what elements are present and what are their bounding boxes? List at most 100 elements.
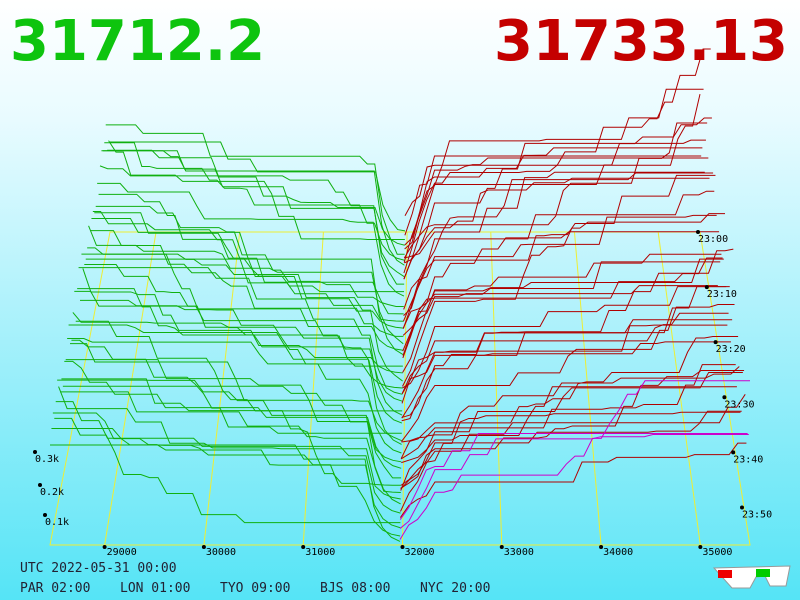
ask-depth [403,117,712,280]
ask-depth [401,364,736,443]
timezone: NYC 20:00 [420,581,490,596]
ask-depth [402,213,725,387]
tick-dot [599,545,604,549]
bid-depth [104,142,405,261]
tick-dot [102,545,107,549]
price-label: 34000 [603,547,633,558]
time-label: 23:00 [698,234,728,245]
tick-dot [696,230,700,234]
time-label: 23:40 [733,454,763,465]
tick-dot [33,450,37,454]
grid-line [302,231,324,546]
tick-dot [731,450,736,455]
price-label: 31000 [305,547,335,558]
price-label: 32000 [404,547,434,558]
ask-depth [399,432,748,520]
ask-depth [404,155,702,236]
utc-time: UTC 2022-05-31 00:00 [20,561,177,576]
bid-depth [62,385,402,479]
ask-depth [401,304,735,442]
bid-depth [97,182,405,297]
bid-depth [74,290,403,416]
bid-depth [99,165,405,285]
bid-depth [90,230,404,337]
bid-depth [65,359,402,463]
ask-depth [402,257,723,352]
ask-depth [404,93,701,216]
bid-depth [72,312,403,424]
tick-dot [722,395,727,400]
floor [49,231,751,546]
tick-dot [43,513,47,517]
bid-depth [60,391,401,494]
ask-depth [403,190,715,317]
ask-depth [400,366,740,460]
tick-dot [301,545,306,549]
ask-depth [403,172,714,310]
depth-label: 0.2k [40,487,64,498]
ask-depth [403,48,711,274]
ask-depth [402,261,721,356]
ask-depth [401,248,734,422]
ask-depth [404,171,705,259]
grid-line [657,231,701,546]
ask-depth [400,372,743,491]
timezone: BJS 08:00 [320,581,390,596]
bid-depth [95,205,404,308]
ask-depth [399,434,749,529]
ask-depth [399,380,750,540]
bid-depth [78,267,403,395]
bid-depth [80,299,403,389]
time-label: 23:30 [724,399,754,410]
tick-dot [499,545,504,549]
price-label: 30000 [206,547,236,558]
bid-depth [58,386,401,500]
ask-depth [401,386,737,464]
price-label: 29000 [107,547,137,558]
ask-depth [400,336,739,459]
bid-depth [70,343,402,442]
bid-depth [105,124,405,255]
bid-depth [85,258,404,356]
bid-depth [61,378,401,486]
depth-label: 0.1k [45,517,69,528]
bid-depth [91,217,404,329]
ask-depth [400,411,741,486]
price-label: 33000 [504,547,534,558]
time-label: 23:10 [707,289,737,300]
bid-depth [67,338,402,454]
bid-depth [110,141,406,232]
bid-depth [107,149,405,246]
timezone: LON 01:00 [120,581,190,596]
ask-depth [402,285,718,336]
bid-depth [84,264,403,367]
ask-depth [402,286,727,389]
bid-depth [54,417,401,524]
ask-depth [404,88,704,250]
timezone: TYO 09:00 [220,581,290,596]
ask-depth [403,157,709,263]
tick-dot [698,545,703,549]
time-label: 23:50 [742,509,772,520]
ask-depth [402,258,724,373]
tick-dot [713,340,718,345]
bid-depth [57,379,401,505]
ask-depth [401,312,729,394]
ask-depth [402,174,716,322]
tick-dot [704,285,709,290]
depth-label: 0.3k [35,454,59,465]
ask-depth [403,177,710,280]
tick-dot [38,483,42,487]
bid-depth [81,253,403,382]
bid-depth [101,150,405,278]
ask-depth [400,410,742,490]
ask-depth [402,253,722,359]
bid-depth [51,427,401,537]
bid-depth [88,225,404,345]
ask-depth [401,341,731,418]
time-label: 23:20 [716,344,746,355]
bid-depth [75,320,403,412]
